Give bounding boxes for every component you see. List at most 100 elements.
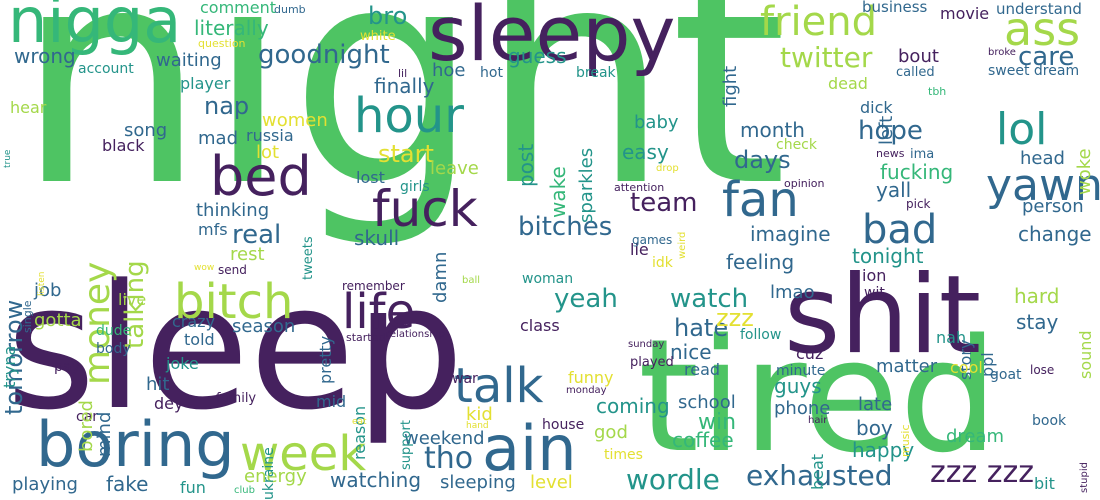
word-kid: kid [466, 404, 493, 425]
word-matter: matter [876, 356, 938, 377]
word-bitch: bitch [174, 274, 294, 330]
word-bit: bit [1034, 474, 1055, 493]
word-tho: tho [424, 441, 474, 476]
word-happy: happy [852, 438, 915, 462]
word-club: club [234, 485, 255, 496]
word-remember: remember [342, 279, 405, 293]
word-team: team [630, 188, 698, 218]
word-ion: ion [862, 266, 887, 285]
word-late: late [858, 394, 893, 415]
word-ain: ain [482, 412, 577, 485]
word-support: support [399, 420, 414, 470]
word-player: player [180, 74, 231, 93]
word-monday: monday [566, 385, 607, 396]
word-wow: wow [194, 263, 215, 273]
word-person: person [1022, 196, 1084, 217]
word-sleep: sleep [6, 247, 465, 448]
word-hand: hand [466, 421, 489, 431]
word-movie: movie [940, 4, 990, 23]
word-hair: hair [808, 415, 828, 426]
word-war: war [452, 371, 478, 387]
word-energy: energy [244, 466, 307, 487]
word-games: games [632, 233, 673, 247]
word-dude: dude [96, 323, 132, 339]
word-playing: playing [12, 474, 78, 495]
word-school: school [678, 392, 736, 413]
word-coffee: coffee [672, 428, 734, 452]
word-life: life [342, 284, 416, 340]
word-god: god [594, 422, 628, 443]
word-white: white [360, 29, 396, 44]
word-reason: reason [350, 405, 369, 460]
word-car: car [76, 409, 99, 425]
word-boy: boy [856, 416, 893, 440]
word-wordle: wordle [626, 463, 720, 496]
word-break: break [576, 65, 616, 81]
word-funny: funny [568, 368, 614, 387]
word-left: left [876, 115, 897, 145]
word-song: song [124, 120, 168, 141]
word-nice: nice [670, 340, 712, 364]
word-called: called [896, 65, 935, 80]
word-ima: ima [910, 147, 935, 162]
word-account: account [78, 61, 134, 77]
word-weird: weird [677, 231, 688, 259]
word-single: single [21, 300, 34, 333]
word-bout: bout [898, 46, 939, 67]
word-sparkles: sparkles [576, 147, 597, 223]
word-mad: mad [198, 128, 238, 149]
word-body: body [96, 341, 131, 357]
word-news: news [876, 147, 905, 160]
word-listen: listen [37, 271, 47, 296]
word-ass: ass [1004, 2, 1081, 56]
word-thinking: thinking [196, 200, 270, 221]
word-attention: attention [614, 181, 665, 194]
word-guess: guess [508, 44, 567, 68]
word-crazy: crazy [172, 312, 216, 331]
word-goodnight: goodnight [258, 40, 390, 70]
word-tryna: tryna [0, 345, 19, 388]
word-lie: lie [630, 240, 649, 259]
word-win: win [698, 410, 737, 435]
word-start: start [378, 140, 434, 168]
word-dumb: dumb [274, 3, 306, 16]
word-played: played [630, 355, 674, 370]
word-joke: joke [166, 354, 199, 373]
word-feeling: feeling [726, 250, 795, 274]
word-tired: tired [638, 305, 999, 487]
word-question: question [198, 37, 246, 50]
word-level: level [530, 472, 573, 493]
word-black: black [102, 136, 145, 155]
word-bed: bed [210, 145, 312, 208]
word-nigga: nigga [8, 0, 182, 57]
word-hoe: hoe [432, 60, 466, 81]
word-cool: cool [950, 358, 983, 377]
word-lol: lol [996, 104, 1048, 155]
word-started: started [346, 331, 386, 344]
word-ukraine: ukraine [261, 447, 277, 500]
word-sleeping: sleeping [440, 472, 516, 493]
word-days: days [734, 146, 791, 174]
word-gotta: gotta [34, 310, 82, 331]
word-dey: dey [154, 394, 184, 413]
word-waiting: waiting [156, 50, 222, 71]
word-stay: stay [1016, 310, 1059, 334]
word-pick: pick [906, 197, 931, 211]
word-live: live [118, 290, 147, 309]
word-wrong: wrong [14, 44, 76, 68]
word-bro: bro [368, 2, 408, 30]
word-zzz-zzz: zzz zzz [930, 455, 1035, 490]
word-fight: fight [720, 65, 741, 107]
word-idk: idk [652, 255, 673, 271]
word-baby: baby [634, 112, 679, 133]
word-mind: mind [94, 411, 115, 457]
word-true: true [3, 149, 13, 168]
word-opinion: opinion [784, 177, 825, 190]
word-phone: phone [774, 398, 831, 419]
word-pretty: pretty [316, 335, 335, 384]
word-nah: nah [936, 328, 967, 347]
word-book: book [1032, 413, 1067, 429]
word-tbh: tbh [928, 85, 947, 98]
word-leave: leave [430, 158, 479, 179]
